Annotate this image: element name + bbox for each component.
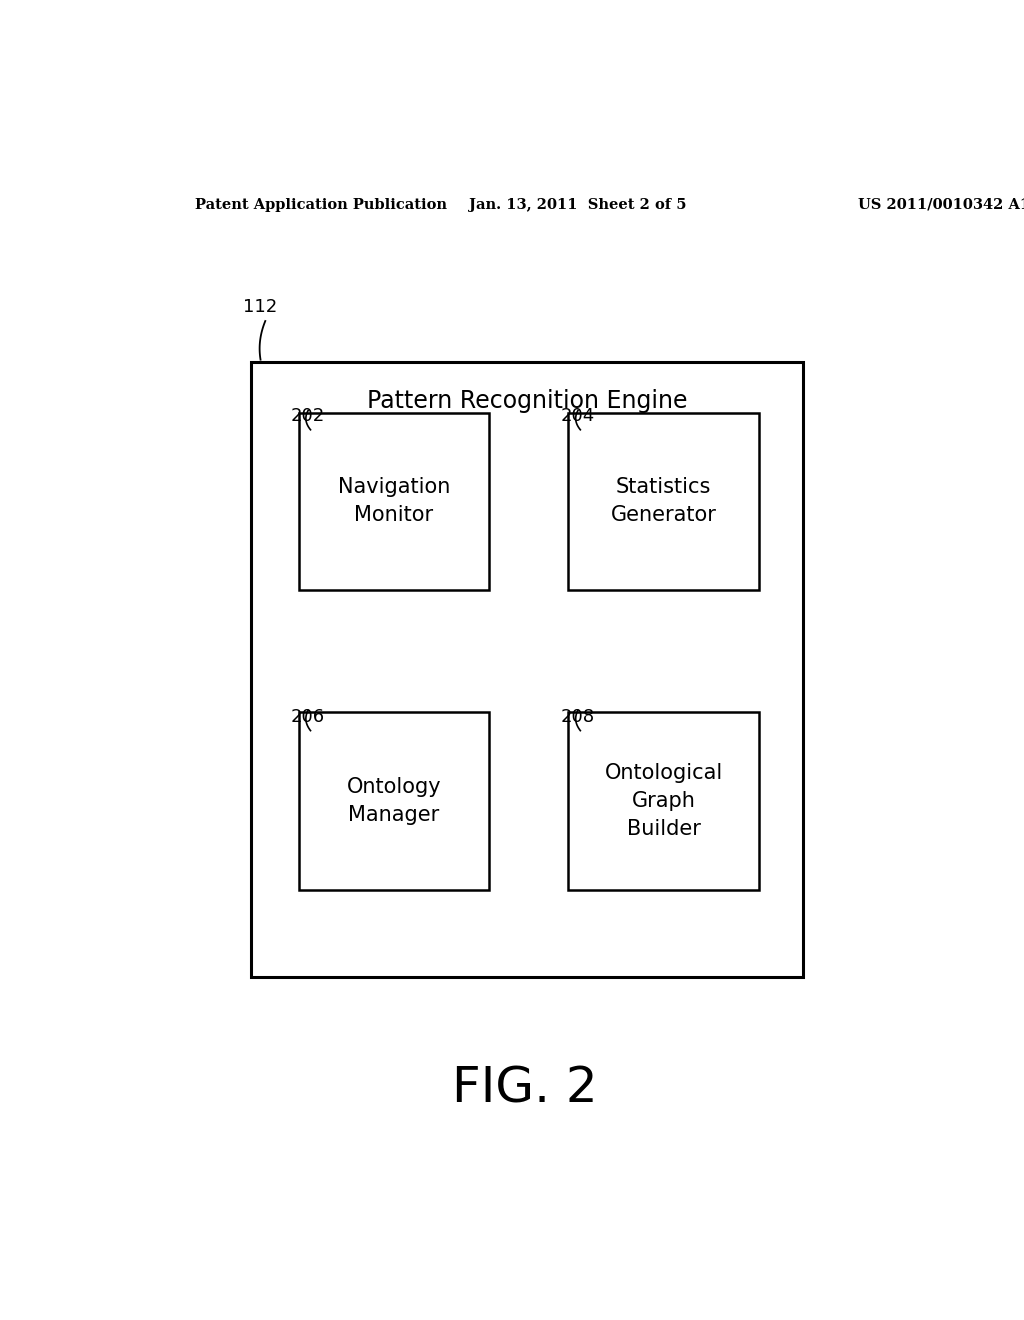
Text: Ontological
Graph
Builder: Ontological Graph Builder [604, 763, 723, 840]
Text: Statistics
Generator: Statistics Generator [610, 478, 717, 525]
Text: 206: 206 [291, 708, 325, 726]
Bar [568, 413, 759, 590]
Text: 202: 202 [291, 407, 325, 425]
Text: 112: 112 [243, 298, 278, 315]
Text: Ontology
Manager: Ontology Manager [346, 777, 441, 825]
Text: Pattern Recognition Engine: Pattern Recognition Engine [367, 389, 687, 413]
Text: FIG. 2: FIG. 2 [452, 1064, 598, 1113]
Bar [251, 362, 803, 977]
Text: 204: 204 [560, 407, 595, 425]
Text: 208: 208 [560, 708, 595, 726]
Bar [299, 713, 489, 890]
Bar [568, 713, 759, 890]
Text: Patent Application Publication: Patent Application Publication [196, 198, 447, 211]
Text: Navigation
Monitor: Navigation Monitor [338, 478, 450, 525]
Text: US 2011/0010342 A1: US 2011/0010342 A1 [858, 198, 1024, 211]
Bar [299, 413, 489, 590]
Text: Jan. 13, 2011  Sheet 2 of 5: Jan. 13, 2011 Sheet 2 of 5 [469, 198, 687, 211]
